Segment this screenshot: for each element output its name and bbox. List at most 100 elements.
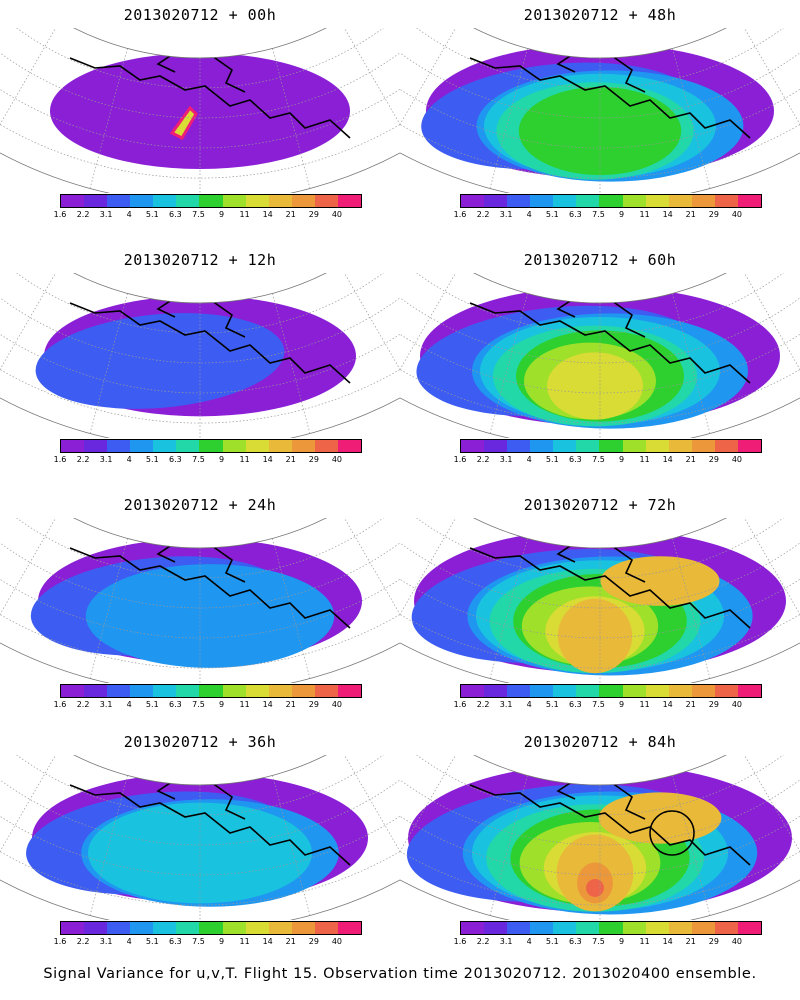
variance-contour <box>547 352 643 420</box>
colorbar-tick-label: 6.3 <box>569 937 582 946</box>
variance-map <box>400 28 800 193</box>
panel-title: 2013020712 + 12h <box>123 251 277 269</box>
colorbar-tick-label: 1.6 <box>53 455 67 464</box>
latitude-line <box>400 28 800 89</box>
colorbar-swatch <box>153 922 177 934</box>
colorbar-tick-label: 14 <box>262 210 273 219</box>
colorbar: 1.6 2.2 3.1 4 5.1 6.3 7.5 9 11 14 21 29 40 <box>454 439 762 473</box>
colorbar-tick-label: 6.3 <box>169 700 182 709</box>
latitude-line <box>400 518 800 579</box>
colorbar-tick-label: 1.6 <box>53 210 67 219</box>
colorbar-tick-label: 21 <box>685 937 696 946</box>
colorbar-swatch <box>691 685 715 697</box>
colorbar-tick-label: 14 <box>662 455 673 464</box>
colorbar-tick-label: 4 <box>126 455 132 464</box>
colorbar-tick-label: 3.1 <box>499 455 513 464</box>
latitude-line <box>400 273 800 394</box>
latitude-line <box>0 273 400 334</box>
colorbar-swatch <box>484 195 508 207</box>
colorbar-tick-label: 21 <box>285 455 296 464</box>
colorbar-tick-label: 5.1 <box>145 700 159 709</box>
variance-map <box>0 518 400 683</box>
colorbar-tick-label: 29 <box>708 210 719 219</box>
colorbar-labels: 1.6 2.2 3.1 4 5.1 6.3 7.5 9 11 14 21 29 40 <box>454 453 760 467</box>
coastline <box>69 302 351 384</box>
colorbar-tick-label: 5.1 <box>145 937 159 946</box>
colorbar-swatch <box>530 440 554 452</box>
colorbar-tick-label: 11 <box>239 455 250 464</box>
colorbar-swatch <box>176 440 200 452</box>
colorbar-swatch <box>84 685 108 697</box>
colorbar-tick-label: 11 <box>239 210 250 219</box>
latitude-line <box>0 518 400 579</box>
colorbar-tick-label: 3.1 <box>499 210 513 219</box>
colorbar-tick-label: 21 <box>685 455 696 464</box>
colorbar-swatch <box>337 440 362 452</box>
colorbar-swatch <box>61 922 85 934</box>
colorbar-tick-label: 2.2 <box>76 700 90 709</box>
colorbar-tick-label: 7.5 <box>192 700 205 709</box>
colorbar-tick-label: 7.5 <box>592 700 605 709</box>
panel-title: 2013020712 + 24h <box>123 496 277 514</box>
colorbar-tick-label: 40 <box>331 700 343 709</box>
colorbar-tick-label: 7.5 <box>592 210 605 219</box>
colorbar-swatch <box>291 685 315 697</box>
colorbar-tick-label: 4 <box>126 937 132 946</box>
variance-field <box>400 755 800 920</box>
colorbar-swatch <box>507 922 531 934</box>
colorbar-swatch <box>737 195 762 207</box>
colorbar: 1.6 2.2 3.1 4 5.1 6.3 7.5 9 11 14 21 29 40 <box>454 921 762 955</box>
colorbar-tick-label: 1.6 <box>453 937 467 946</box>
map-panel-60h: 2013020712 + 60h 1.6 2.2 3.1 4 5.1 6.3 7.5 9 11 1… <box>400 245 800 490</box>
latitude-line <box>400 28 800 149</box>
colorbar-swatch <box>599 922 623 934</box>
colorbar-labels: 1.6 2.2 3.1 4 5.1 6.3 7.5 9 11 14 21 29 40 <box>54 208 360 222</box>
colorbar-swatch <box>268 685 292 697</box>
colorbar-tick-label: 5.1 <box>545 210 559 219</box>
colorbar-swatch <box>222 685 246 697</box>
variance-contour <box>35 313 285 409</box>
colorbar-swatch <box>130 195 154 207</box>
colorbar-swatch <box>691 195 715 207</box>
colorbar-swatch <box>153 440 177 452</box>
colorbar-swatch <box>84 922 108 934</box>
colorbar-tick-label: 11 <box>239 937 250 946</box>
colorbar-tick-label: 3.1 <box>499 937 513 946</box>
map-boundary <box>400 273 800 438</box>
colorbar-tick-label: 14 <box>662 210 673 219</box>
colorbar-swatch <box>268 922 292 934</box>
variance-map <box>0 755 400 920</box>
map-boundary <box>400 755 800 920</box>
colorbar-swatch <box>314 195 338 207</box>
colorbar-swatch <box>553 685 577 697</box>
colorbar-tick-label: 9 <box>618 700 625 709</box>
variance-field <box>0 518 400 683</box>
colorbar-tick-label: 29 <box>308 455 319 464</box>
colorbar-swatch <box>245 440 269 452</box>
latitude-line <box>0 755 400 816</box>
variance-contour <box>85 564 335 668</box>
colorbar-tick-label: 2.2 <box>476 700 490 709</box>
colorbar-swatches <box>60 194 362 208</box>
colorbar-tick-label: 11 <box>639 455 650 464</box>
variance-hotspot <box>169 105 198 140</box>
colorbar-swatch <box>668 922 692 934</box>
colorbar-tick-label: 9 <box>618 455 625 464</box>
latitude-line <box>0 28 400 89</box>
variance-contour <box>557 598 633 674</box>
colorbar-swatch <box>691 922 715 934</box>
latitude-line <box>0 273 400 394</box>
colorbar-swatch <box>461 195 485 207</box>
colorbar-swatch <box>291 195 315 207</box>
coastline <box>69 784 351 866</box>
colorbar-tick-label: 29 <box>308 937 319 946</box>
colorbar-swatch <box>107 440 131 452</box>
colorbar-swatch <box>668 440 692 452</box>
colorbar-tick-label: 7.5 <box>192 937 205 946</box>
colorbar-swatch <box>314 685 338 697</box>
colorbar-swatch <box>245 195 269 207</box>
colorbar-tick-label: 4 <box>526 210 532 219</box>
colorbar-swatch <box>84 195 108 207</box>
map-boundary <box>0 28 400 193</box>
